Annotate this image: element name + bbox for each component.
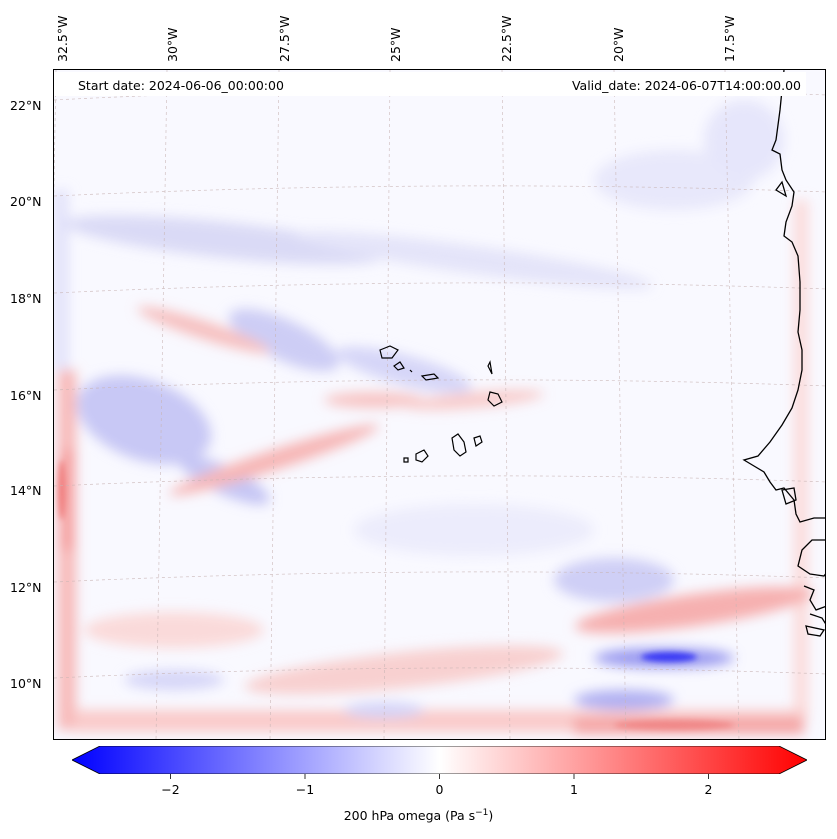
colorbar-tick-2: 2 (704, 782, 713, 797)
colorbar-gradient (71, 745, 808, 775)
lat-label-20n: 20°N (10, 194, 42, 209)
colorbar-label: 200 hPa omega (Pa s−1) (0, 808, 837, 823)
colorbar-ticks (170, 774, 709, 779)
colorbar-tick-0: 0 (435, 782, 444, 797)
lon-label-17-5w: 17.5°W (722, 15, 737, 62)
lon-label-30w: 30°W (165, 27, 180, 62)
colorbar-tick-neg2: −2 (161, 782, 180, 797)
lon-label-25w: 25°W (388, 27, 403, 62)
omega-field (54, 70, 825, 739)
lon-label-20w: 20°W (611, 27, 626, 62)
lon-label-32-5w: 32.5°W (55, 15, 70, 62)
colorbar-label-exponent: −1 (475, 808, 489, 818)
date-banner (54, 72, 806, 96)
lat-label-22n: 22°N (10, 98, 42, 113)
colorbar-tick-neg1: −1 (295, 782, 315, 797)
omega-strong-cores (58, 460, 734, 730)
lon-label-22-5w: 22.5°W (499, 15, 514, 62)
coastline (742, 70, 825, 637)
omega-shading (54, 100, 813, 734)
map-panel (53, 69, 826, 740)
graticule (54, 70, 825, 739)
valid-date-label: Valid_date: 2024-06-07T14:00:00.00 (571, 78, 801, 93)
colorbar (71, 745, 808, 775)
lat-label-18n: 18°N (10, 291, 42, 306)
cape-verde-islands (379, 345, 503, 463)
lon-label-27-5w: 27.5°W (277, 15, 292, 62)
colorbar-tick-1: 1 (570, 782, 578, 797)
lat-label-16n: 16°N (10, 388, 42, 403)
lat-label-10n: 10°N (10, 676, 42, 691)
start-date-label: Start date: 2024-06-06_00:00:00 (78, 78, 284, 93)
colorbar-label-close: ) (488, 808, 494, 824)
lat-label-14n: 14°N (10, 483, 42, 498)
lat-label-12n: 12°N (10, 580, 42, 595)
colorbar-label-text: 200 hPa omega (Pa s (343, 808, 476, 824)
